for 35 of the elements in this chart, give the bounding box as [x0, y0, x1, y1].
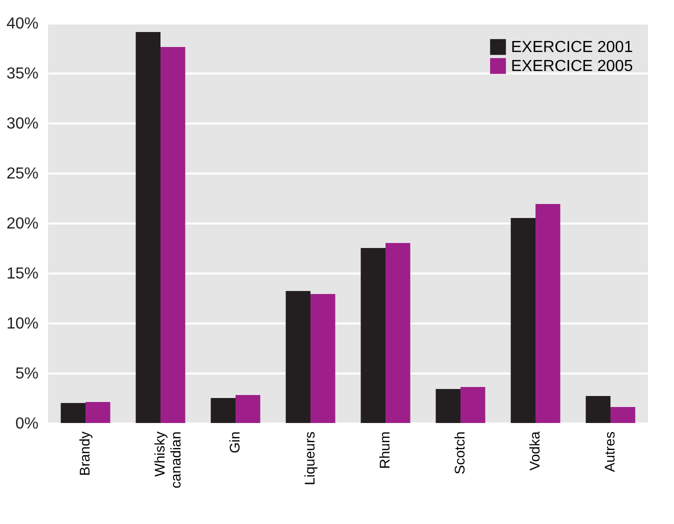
- bar: [60, 403, 86, 423]
- x-tick-label: Liqueurs: [302, 432, 318, 486]
- bar: [286, 291, 310, 423]
- bar: [610, 407, 636, 423]
- bar: [460, 387, 486, 423]
- bar: [436, 389, 460, 423]
- x-tick-label: Rhum: [376, 432, 392, 469]
- x-tick-label: Autres: [602, 432, 618, 472]
- bar: [310, 294, 336, 423]
- bar: [510, 218, 536, 423]
- x-tick-label: Vodka: [526, 431, 542, 470]
- bar: [536, 204, 560, 423]
- bar: [160, 47, 186, 423]
- y-tick-label: 40%: [6, 16, 38, 32]
- x-tick-label: Brandy: [76, 432, 92, 476]
- bar: [360, 248, 386, 423]
- bar: [86, 402, 110, 423]
- bar: [210, 398, 236, 423]
- bar: [136, 32, 160, 423]
- y-tick-label: 0%: [15, 416, 38, 432]
- bar: [386, 243, 410, 423]
- x-tick-label: Gin: [226, 432, 242, 454]
- y-tick-label: 35%: [6, 66, 38, 82]
- bar: [236, 395, 260, 423]
- x-tick-label: Whisky canadian: [152, 432, 184, 488]
- y-tick-label: 15%: [6, 266, 38, 282]
- y-tick-label: 30%: [6, 116, 38, 132]
- y-tick-label: 10%: [6, 316, 38, 332]
- x-tick-label: Scotch: [452, 432, 468, 474]
- bar: [586, 396, 610, 423]
- y-tick-label: 20%: [6, 216, 38, 232]
- legend-label: EXERCICE 2005: [511, 58, 633, 75]
- legend-label: EXERCICE 2001: [511, 39, 633, 56]
- y-tick-label: 5%: [15, 366, 38, 382]
- y-tick-label: 25%: [6, 166, 38, 182]
